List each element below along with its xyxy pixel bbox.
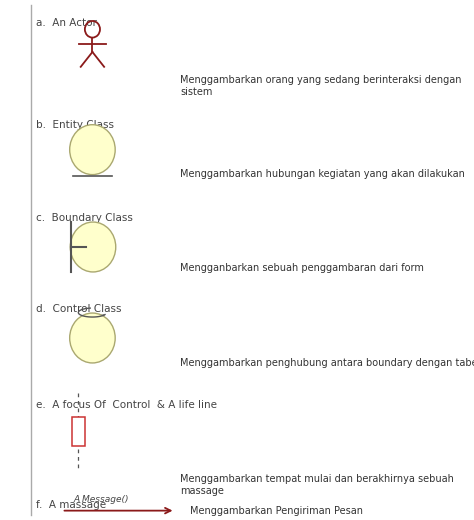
Text: Menggambarkan Pengiriman Pesan: Menggambarkan Pengiriman Pesan	[190, 505, 363, 516]
Text: Menggambarkan hubungan kegiatan yang akan dilakukan: Menggambarkan hubungan kegiatan yang aka…	[180, 169, 465, 179]
Text: e.  A focus Of  Control  & A life line: e. A focus Of Control & A life line	[36, 400, 217, 410]
Circle shape	[70, 313, 115, 363]
Text: a.  An Actor: a. An Actor	[36, 18, 96, 28]
Circle shape	[70, 125, 115, 175]
Text: d.  Control Class: d. Control Class	[36, 304, 121, 314]
Text: Menggambarkan tempat mulai dan berakhirnya sebuah
massage: Menggambarkan tempat mulai dan berakhirn…	[180, 474, 454, 496]
Text: Mengganbarkan sebuah penggambaran dari form: Mengganbarkan sebuah penggambaran dari f…	[180, 263, 424, 272]
Text: Menggambarkan penghubung antara boundary dengan tabel: Menggambarkan penghubung antara boundary…	[180, 358, 474, 368]
Text: f.  A massage: f. A massage	[36, 500, 106, 510]
Text: b.  Entity Class: b. Entity Class	[36, 120, 114, 129]
Circle shape	[70, 222, 116, 272]
Text: c.  Boundary Class: c. Boundary Class	[36, 213, 132, 223]
Text: Menggambarkan orang yang sedang berinteraksi dengan
sistem: Menggambarkan orang yang sedang berinter…	[180, 75, 462, 97]
Bar	[72, 417, 85, 446]
Text: A Message(): A Message()	[73, 495, 129, 504]
